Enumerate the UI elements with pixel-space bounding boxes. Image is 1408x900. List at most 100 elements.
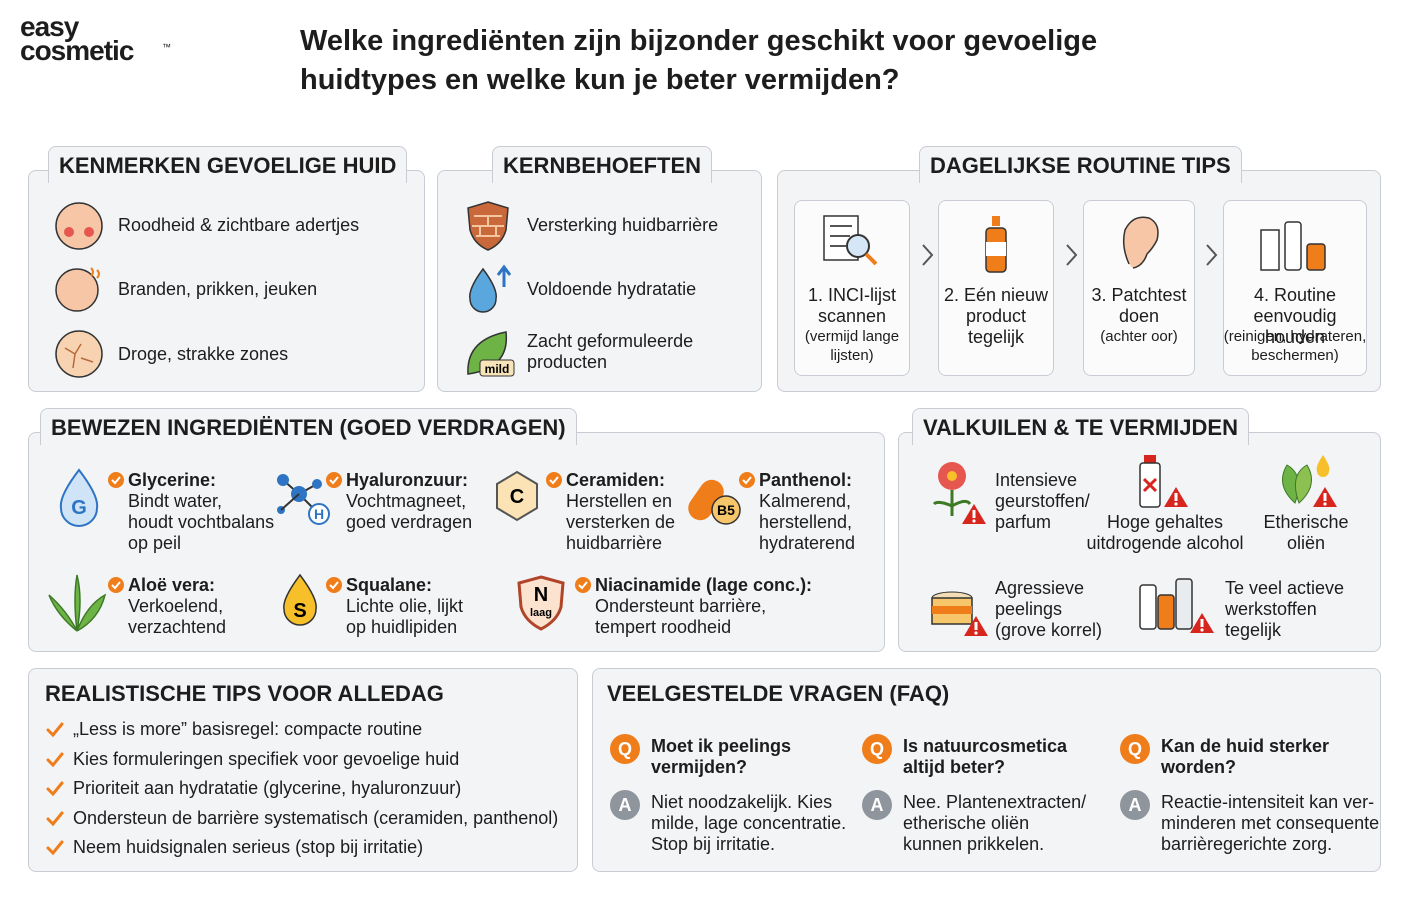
icon-shape (111, 476, 121, 485)
icon-shape (326, 472, 342, 488)
icon-shape (329, 581, 339, 590)
faq-answer: Nee. Plantenextracten/ etherische oliën … (903, 792, 1087, 854)
icon (932, 462, 986, 524)
faq-answer: Reactie-intensiteit kan ver- minderen me… (1161, 792, 1380, 854)
step-title: 3. Patchtest doen (1091, 285, 1187, 326)
icon-shape (1122, 216, 1159, 269)
icon-shape (46, 752, 64, 767)
section-heading: KENMERKEN GEVOELIGE HUID (48, 146, 408, 183)
icon-shape (312, 479, 322, 489)
icon-shape (472, 215, 504, 237)
ingredient-desc: Vochtmagneet, goed verdragen (346, 491, 473, 532)
step-note: (vermijd lange lijsten) (804, 328, 900, 364)
icon-shape (1323, 493, 1327, 501)
icon (1066, 244, 1078, 266)
ingredient-name: Glycerine: (128, 470, 217, 490)
step-note: (achter oor) (1100, 328, 1178, 345)
icon-shape (111, 581, 121, 590)
icon-shape (1284, 221, 1302, 271)
item-text: Zacht geformuleerde producten (527, 331, 694, 372)
icon (46, 781, 64, 797)
icon-shape (1139, 584, 1157, 630)
icon-shape (1120, 734, 1150, 764)
icon: Q (862, 734, 892, 764)
icon-shape (48, 574, 107, 632)
icon: mild (467, 331, 515, 377)
pitfall-text: Hoge gehaltes uitdrogende alcohol (1086, 512, 1244, 553)
icon-label: mild (485, 362, 510, 376)
icon: A (862, 790, 892, 820)
icon (823, 215, 878, 266)
tip-text: Prioriteit aan hydratatie (glycerine, hy… (73, 778, 462, 799)
icon (985, 216, 1007, 273)
faq-answer: Niet noodzakelijk. Kies milde, lage conc… (651, 792, 847, 854)
ingredient-desc: Herstellen en versterken de huidbarrière (566, 491, 676, 553)
icon-shape (1175, 578, 1193, 630)
icon-shape (546, 472, 562, 488)
item-text: Voldoende hydratatie (527, 279, 697, 299)
icon (326, 472, 342, 488)
icon (108, 472, 124, 488)
icon-shape (1200, 628, 1204, 632)
icon-shape (862, 734, 892, 764)
tip-text: Ondersteun de barrière systematisch (cer… (73, 807, 559, 828)
pitfall-text: Agressieve peelings (grove korrel) (995, 578, 1103, 640)
section-heading: BEWEZEN INGREDIËNTEN (GOED VERDRAGEN) (40, 408, 577, 445)
icon (739, 472, 755, 488)
icon-shape (932, 606, 972, 614)
icon-shape (1200, 619, 1204, 627)
ingredient-name: Aloë vera: (128, 575, 216, 595)
icon: Q (1120, 734, 1150, 764)
icon (931, 591, 988, 636)
item-text: Branden, prikken, jeuken (118, 279, 318, 299)
icon (326, 577, 342, 593)
icon-shape (974, 631, 978, 635)
ingredient-name: Niacinamide (lage conc.): (595, 575, 813, 595)
icon: B5 (688, 479, 741, 525)
icon-shape (46, 840, 64, 856)
icon-shape (688, 479, 724, 521)
item-text: Droge, strakke zones (118, 344, 289, 364)
icon-shape (972, 510, 976, 518)
ingredient-desc: Bindt water, houdt vochtbalans op peil (128, 491, 275, 553)
step-title: 4. Routine eenvoudig houden (1253, 285, 1337, 347)
icon-shape (610, 790, 640, 820)
icon-label: G (71, 497, 87, 519)
icon (55, 330, 103, 378)
icon-shape (55, 202, 103, 250)
faq-question: Kan de huid sterker worden? (1161, 736, 1330, 777)
ingredient-name: Squalane: (346, 575, 433, 595)
icon-label: A (871, 795, 884, 815)
icon-shape (947, 471, 957, 481)
icon-shape (1174, 502, 1178, 506)
icon-shape (55, 330, 103, 378)
panel (28, 668, 578, 872)
icon-label: Q (618, 739, 632, 759)
icon-shape (469, 267, 497, 313)
icon-shape (108, 577, 124, 593)
faq-question: Moet ik peelings vermijden? (651, 736, 792, 777)
ingredient-desc: Kalmerend, herstellend, hydraterend (759, 491, 856, 553)
icon-shape (974, 622, 978, 630)
icon-label: Q (1128, 739, 1142, 759)
icon-shape (46, 722, 64, 738)
icon-shape (739, 472, 755, 488)
pitfall-text: Etherische oliën (1263, 512, 1349, 553)
icon-label: N (534, 584, 548, 606)
icon-shape (1323, 502, 1327, 506)
section-heading: REALISTISCHE TIPS VOOR ALLEDAG (45, 681, 444, 706)
icon: G (59, 468, 99, 527)
icon: H (277, 474, 330, 525)
icon-shape (479, 359, 515, 377)
icon-shape (1157, 594, 1175, 630)
pitfall-text: Te veel actieve werkstoffen tegelijk (1225, 578, 1345, 640)
icon-shape (992, 216, 1000, 226)
section-heading: DAGELIJKSE ROUTINE TIPS (919, 146, 1242, 183)
icon-label: laag (530, 607, 552, 619)
ingredient-name: Hyaluronzuur: (346, 470, 469, 490)
icon-shape (496, 470, 538, 522)
icon-shape (972, 519, 976, 523)
step-note: (reinigen, hydrateren, beschermen) (1223, 328, 1367, 364)
icon-shape (46, 811, 64, 827)
